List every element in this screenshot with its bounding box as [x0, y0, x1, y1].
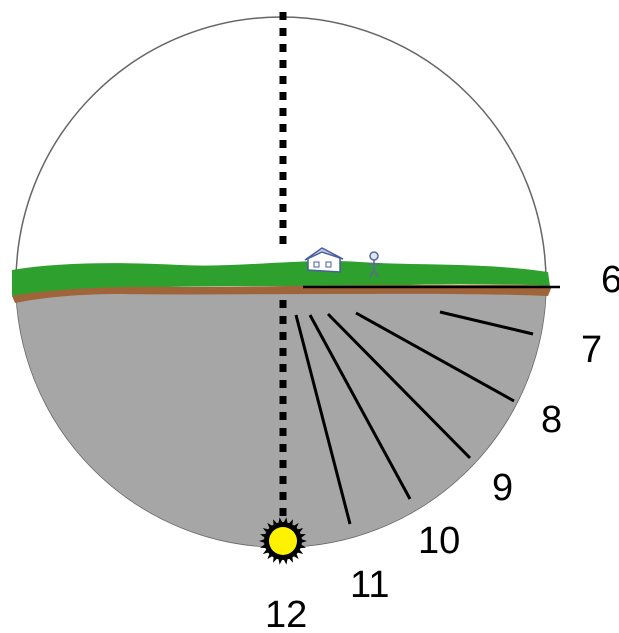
hour-label-8: 8 — [541, 399, 562, 441]
hour-line-8 — [355, 311, 515, 403]
person-icon — [368, 251, 380, 278]
hour-line-7 — [439, 310, 534, 336]
hour-label-10: 10 — [418, 520, 460, 562]
house-icon — [304, 247, 344, 273]
hour-line-10 — [308, 314, 412, 500]
hour-line-11 — [294, 314, 352, 525]
hour-label-12: 12 — [265, 594, 307, 633]
hour-label-7: 7 — [581, 329, 602, 371]
sun-icon — [259, 517, 307, 565]
soil-band — [12, 284, 552, 303]
hour-label-6: 6 — [601, 259, 619, 301]
hour-label-9: 9 — [492, 467, 513, 509]
hour-label-11: 11 — [350, 564, 389, 606]
hour-line-9 — [326, 312, 472, 460]
